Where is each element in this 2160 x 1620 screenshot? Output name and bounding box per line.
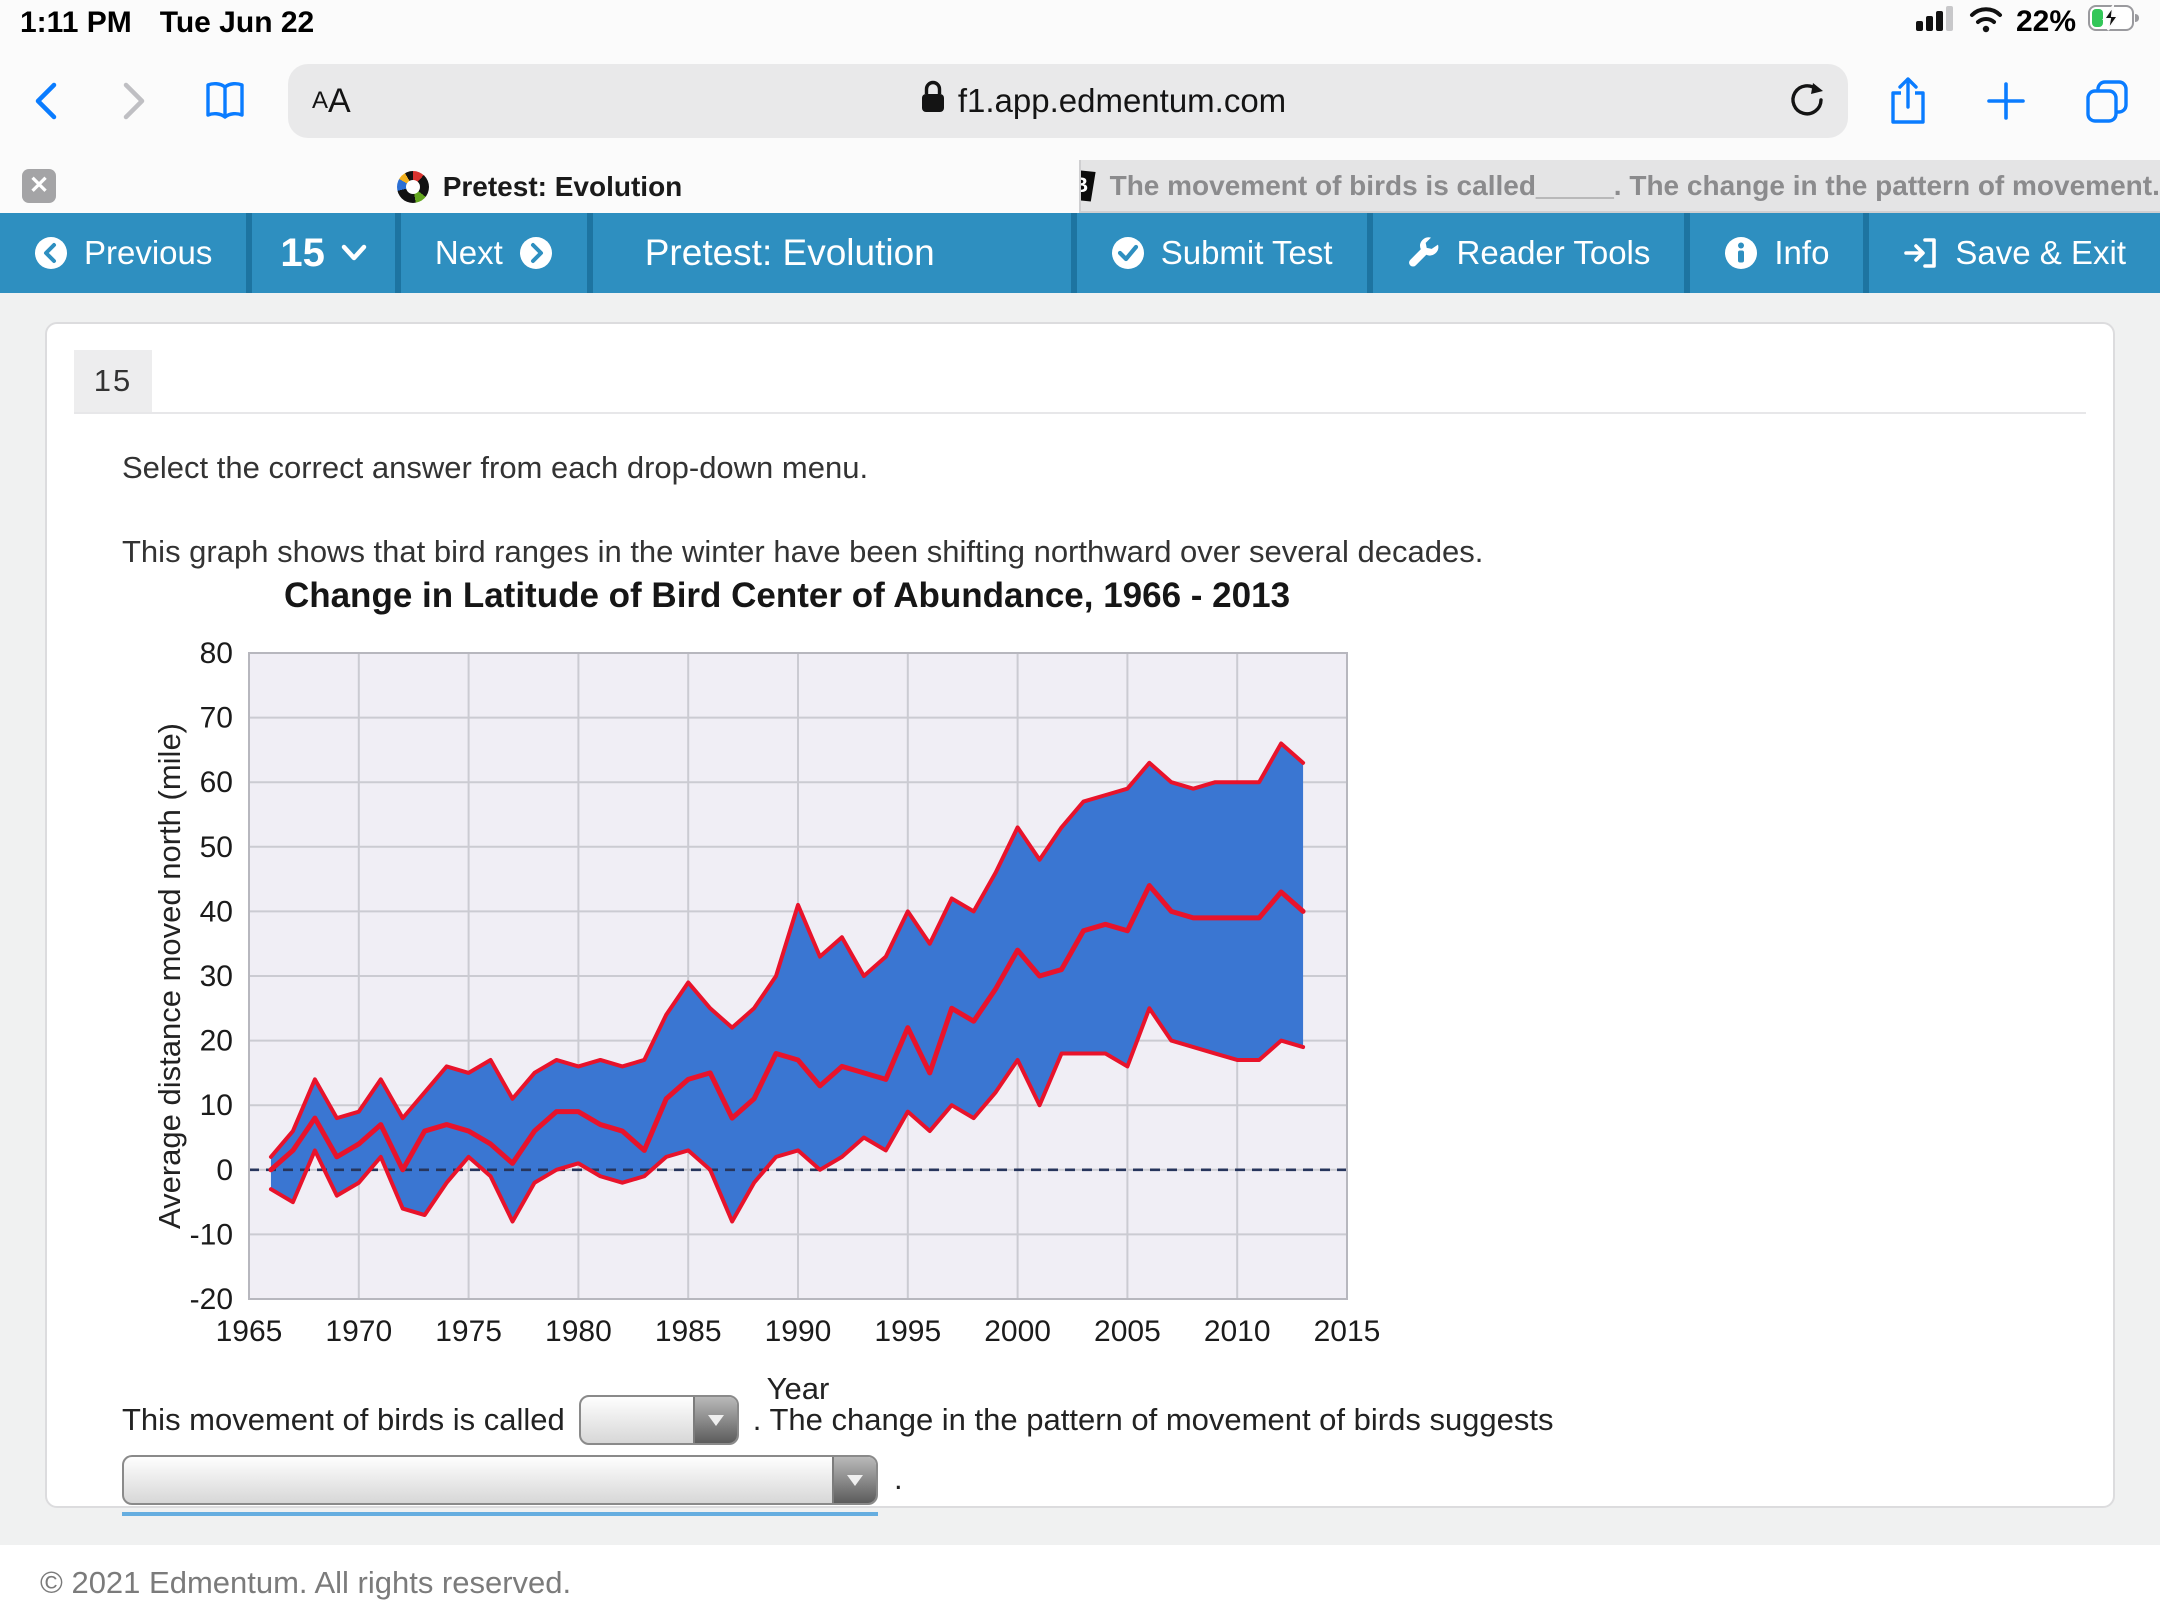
svg-text:2000: 2000 xyxy=(984,1315,1051,1348)
wifi-icon xyxy=(1968,4,2004,40)
submit-test-button[interactable]: Submit Test xyxy=(1076,213,1367,293)
chevron-down-icon xyxy=(341,244,367,261)
svg-text:1975: 1975 xyxy=(435,1315,502,1348)
brainly-favicon: B xyxy=(1081,169,1096,202)
lock-icon xyxy=(920,80,946,122)
svg-text:1985: 1985 xyxy=(655,1315,722,1348)
question-select-dropdown[interactable]: 15 xyxy=(252,213,395,293)
sentence-part2: . The change in the pattern of movement … xyxy=(752,1402,1554,1437)
info-circle-icon xyxy=(1725,237,1758,269)
dropdown-arrow-icon xyxy=(832,1457,876,1503)
svg-text:1970: 1970 xyxy=(325,1315,392,1348)
svg-text:40: 40 xyxy=(200,895,233,928)
svg-text:2005: 2005 xyxy=(1094,1315,1161,1348)
fill-in-sentence: This movement of birds is called . The c… xyxy=(122,1395,2113,1516)
x-axis-label: Year xyxy=(767,1371,830,1406)
svg-text:10: 10 xyxy=(200,1089,233,1122)
test-toolbar: Previous 15 Next Pretest: Evolution Subm… xyxy=(0,213,2160,293)
svg-text:50: 50 xyxy=(200,831,233,864)
new-tab-icon[interactable] xyxy=(1986,81,2026,121)
svg-text:1995: 1995 xyxy=(874,1315,941,1348)
svg-text:2010: 2010 xyxy=(1204,1315,1271,1348)
battery-percent: 22% xyxy=(2015,5,2076,38)
reader-tools-button[interactable]: Reader Tools xyxy=(1372,213,1685,293)
sign-out-icon xyxy=(1904,238,1937,268)
svg-text:70: 70 xyxy=(200,702,233,735)
svg-text:20: 20 xyxy=(200,1025,233,1058)
battery-charging-icon xyxy=(2088,2,2140,39)
svg-text:30: 30 xyxy=(200,960,233,993)
share-icon[interactable] xyxy=(1888,76,1928,126)
next-button[interactable]: Next xyxy=(400,213,587,293)
arrow-right-circle-icon xyxy=(519,237,552,269)
browser-back-button[interactable] xyxy=(30,79,64,123)
svg-text:1965: 1965 xyxy=(216,1315,283,1348)
status-date: Tue Jun 22 xyxy=(159,6,315,39)
reload-icon[interactable] xyxy=(1786,81,1824,121)
copyright-text: © 2021 Edmentum. All rights reserved. xyxy=(40,1564,572,1600)
svg-text:1990: 1990 xyxy=(765,1315,832,1348)
edmentum-favicon xyxy=(396,170,429,203)
question-description: This graph shows that bird ranges in the… xyxy=(122,534,1484,569)
bookmarks-icon[interactable] xyxy=(202,79,248,123)
test-title: Pretest: Evolution xyxy=(592,213,1071,293)
dropdown-2-focus-underline xyxy=(122,1455,878,1516)
divider xyxy=(74,412,2086,414)
answer-dropdown-2[interactable] xyxy=(122,1455,878,1505)
chart-title: Change in Latitude of Bird Center of Abu… xyxy=(283,576,1291,615)
question-instruction: Select the correct answer from each drop… xyxy=(122,450,869,485)
question-number-tab: 15 xyxy=(74,350,152,412)
url-text: f1.app.edmentum.com xyxy=(957,82,1287,119)
tab-brainly-question[interactable]: B The movement of birds is called_____. … xyxy=(1079,160,2160,213)
svg-text:-10: -10 xyxy=(190,1218,233,1251)
question-card: 15 Select the correct answer from each d… xyxy=(45,322,2115,1516)
check-circle-icon xyxy=(1111,237,1144,269)
arrow-left-circle-icon xyxy=(35,237,67,269)
svg-text:60: 60 xyxy=(200,766,233,799)
svg-text:-20: -20 xyxy=(190,1283,233,1316)
page-content: 15 Select the correct answer from each d… xyxy=(0,293,2160,1545)
info-button[interactable]: Info xyxy=(1690,213,1864,293)
answer-dropdown-1[interactable] xyxy=(578,1395,739,1445)
sentence-end: . xyxy=(894,1461,903,1496)
status-bar: 1:11 PM Tue Jun 22 22% xyxy=(0,0,2160,42)
y-axis-label: Average distance moved north (mile) xyxy=(152,723,187,1229)
page-footer: © 2021 Edmentum. All rights reserved. xyxy=(0,1545,2160,1620)
save-exit-button[interactable]: Save & Exit xyxy=(1869,213,2160,293)
svg-text:2015: 2015 xyxy=(1314,1315,1381,1348)
sentence-part1: This movement of birds is called xyxy=(122,1402,565,1437)
status-time: 1:11 PM xyxy=(20,6,132,39)
svg-text:0: 0 xyxy=(216,1154,233,1187)
close-tab-icon[interactable]: ✕ xyxy=(22,169,56,203)
tab-pretest-evolution[interactable]: ✕ Pretest: Evolution xyxy=(0,160,1079,213)
chart: Change in Latitude of Bird Center of Abu… xyxy=(122,576,1452,1406)
tab-title: Pretest: Evolution xyxy=(442,170,683,202)
tab-title: The movement of birds is called_____. Th… xyxy=(1109,169,2160,201)
browser-forward-button[interactable] xyxy=(116,79,150,123)
svg-text:1980: 1980 xyxy=(545,1315,612,1348)
dropdown-arrow-icon xyxy=(692,1397,737,1443)
tabs-overview-icon[interactable] xyxy=(2084,78,2130,124)
tab-bar: ✕ Pretest: Evolution B The movement of b… xyxy=(0,160,2160,213)
cellular-signal-icon xyxy=(1915,4,1956,40)
svg-text:80: 80 xyxy=(200,637,233,670)
wrench-icon xyxy=(1408,237,1438,267)
previous-button[interactable]: Previous xyxy=(0,213,247,293)
